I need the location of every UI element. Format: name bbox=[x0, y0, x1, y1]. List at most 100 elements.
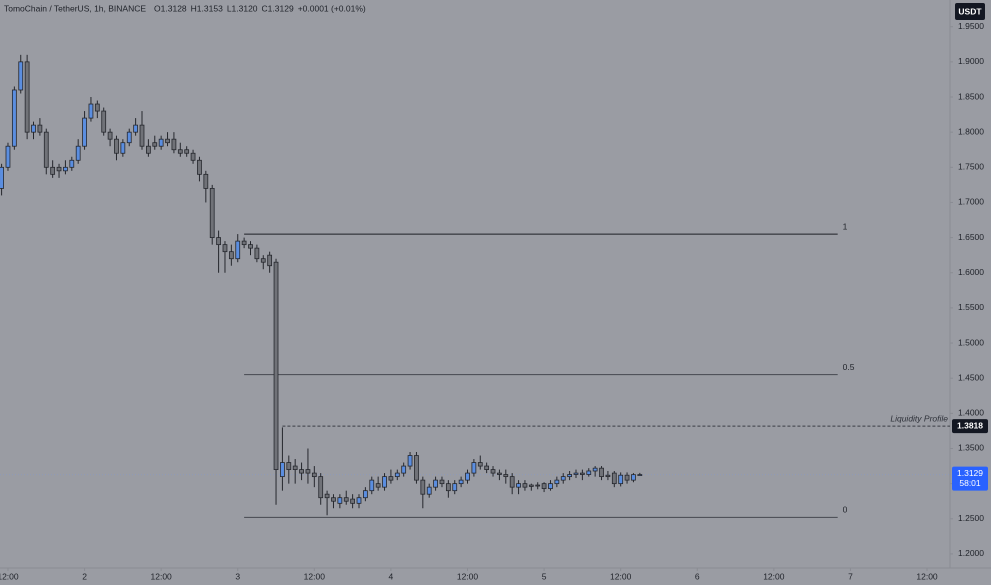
candle-body bbox=[305, 469, 311, 474]
x-tick-label: 4 bbox=[389, 571, 394, 581]
candle-body bbox=[203, 173, 209, 189]
candle-body bbox=[611, 472, 617, 485]
candle-body bbox=[503, 474, 509, 478]
candle-body bbox=[592, 467, 598, 472]
y-tick-label: 1.3500 bbox=[958, 443, 984, 453]
candle-body bbox=[445, 483, 451, 492]
candle-body bbox=[126, 131, 132, 144]
candle-body bbox=[267, 254, 273, 267]
candle-body bbox=[171, 138, 177, 151]
candle-body bbox=[414, 455, 419, 481]
candle-body bbox=[248, 244, 253, 249]
fib-level-label: 0.5 bbox=[843, 362, 855, 372]
candle-body bbox=[522, 483, 528, 488]
candle-body bbox=[235, 240, 241, 260]
candle-body bbox=[497, 472, 502, 475]
y-tick-label: 1.8000 bbox=[958, 126, 984, 136]
x-tick-label: 12:00 bbox=[916, 571, 938, 581]
candle-body bbox=[484, 465, 490, 470]
candle-body bbox=[618, 474, 624, 485]
x-tick-label: 12:00 bbox=[457, 571, 479, 581]
y-tick-label: 1.2000 bbox=[958, 548, 984, 558]
candle-body bbox=[56, 166, 62, 172]
countdown-label: 58:01 bbox=[959, 478, 981, 488]
candle-body bbox=[101, 110, 107, 133]
candle-body bbox=[363, 490, 368, 499]
candle-body bbox=[133, 124, 139, 133]
header: TomoChain / TetherUS, 1h, BINANCE bbox=[4, 3, 146, 13]
candle-body bbox=[184, 149, 190, 154]
header-value: H1.3153 bbox=[191, 3, 223, 13]
candle-body bbox=[24, 61, 30, 133]
candle-body bbox=[43, 131, 49, 168]
candle-body bbox=[375, 483, 381, 488]
candle-body bbox=[273, 261, 279, 470]
y-tick-label: 1.7500 bbox=[958, 162, 984, 172]
candle-body bbox=[228, 251, 234, 260]
x-tick-label: 5 bbox=[542, 571, 547, 581]
last-price-badge bbox=[952, 466, 988, 491]
x-tick-label: 12:00 bbox=[763, 571, 785, 581]
candle-body bbox=[114, 138, 119, 154]
candle-body bbox=[75, 145, 81, 161]
candle-body bbox=[560, 476, 566, 481]
y-tick-label: 1.4000 bbox=[958, 408, 984, 418]
candle-body bbox=[452, 483, 458, 492]
y-tick-label: 1.7000 bbox=[958, 197, 984, 207]
x-tick-label: 2 bbox=[82, 571, 87, 581]
symbol-title: TomoChain / TetherUS, 1h, BINANCE bbox=[4, 3, 146, 13]
candle-body bbox=[599, 467, 604, 478]
liquidity-price-badge bbox=[952, 419, 988, 434]
candle-body bbox=[388, 476, 394, 481]
liquidity-price-label: 1.3818 bbox=[957, 420, 983, 430]
candle-body bbox=[82, 117, 87, 147]
candle-body bbox=[107, 131, 113, 140]
candle-body bbox=[37, 124, 43, 133]
candle-body bbox=[541, 483, 547, 489]
header-value: L1.3120 bbox=[227, 3, 258, 13]
candle-body bbox=[11, 89, 17, 147]
candle-body bbox=[407, 455, 413, 467]
candle-body bbox=[631, 474, 636, 481]
candle-body bbox=[548, 483, 553, 489]
liquidity-label: Liquidity Profile bbox=[890, 413, 948, 423]
candle-body bbox=[18, 61, 24, 91]
header-value: +0.0001 (+0.01%) bbox=[298, 3, 366, 13]
candle-body bbox=[241, 240, 247, 246]
candle-body bbox=[369, 479, 375, 492]
y-tick-label: 1.9000 bbox=[958, 56, 984, 66]
y-tick-label: 1.2500 bbox=[958, 513, 984, 523]
candle-body bbox=[433, 479, 438, 488]
candle-body bbox=[318, 476, 324, 499]
candle-body bbox=[573, 472, 579, 475]
candle-body bbox=[580, 472, 585, 475]
candle-body bbox=[605, 474, 611, 478]
candle-body bbox=[420, 479, 426, 495]
candle-body bbox=[0, 166, 4, 189]
x-tick-label: 12:00 bbox=[151, 571, 173, 581]
candle-body bbox=[458, 479, 464, 485]
candle-body bbox=[535, 484, 541, 487]
candle-body bbox=[69, 159, 75, 168]
candle-body bbox=[209, 187, 215, 239]
candle-body bbox=[624, 474, 630, 481]
x-tick-label: 3 bbox=[235, 571, 240, 581]
candle-body bbox=[311, 472, 317, 478]
header-value: C1.3129 bbox=[262, 3, 294, 13]
candle-body bbox=[254, 247, 260, 260]
candle-body bbox=[152, 142, 158, 147]
last-price-label: 1.3129 bbox=[957, 468, 983, 478]
candle-body bbox=[50, 166, 56, 175]
currency-label: USDT bbox=[958, 6, 982, 16]
candle-body bbox=[471, 462, 477, 474]
candle-body bbox=[465, 472, 470, 481]
candle-body bbox=[146, 145, 151, 154]
y-tick-label: 1.6500 bbox=[958, 232, 984, 242]
candle-body bbox=[528, 484, 534, 487]
candle-body bbox=[567, 474, 572, 478]
candle-body bbox=[350, 498, 355, 504]
y-tick-label: 1.8500 bbox=[958, 91, 984, 101]
candle-body bbox=[177, 149, 183, 154]
candle-body bbox=[260, 258, 266, 263]
